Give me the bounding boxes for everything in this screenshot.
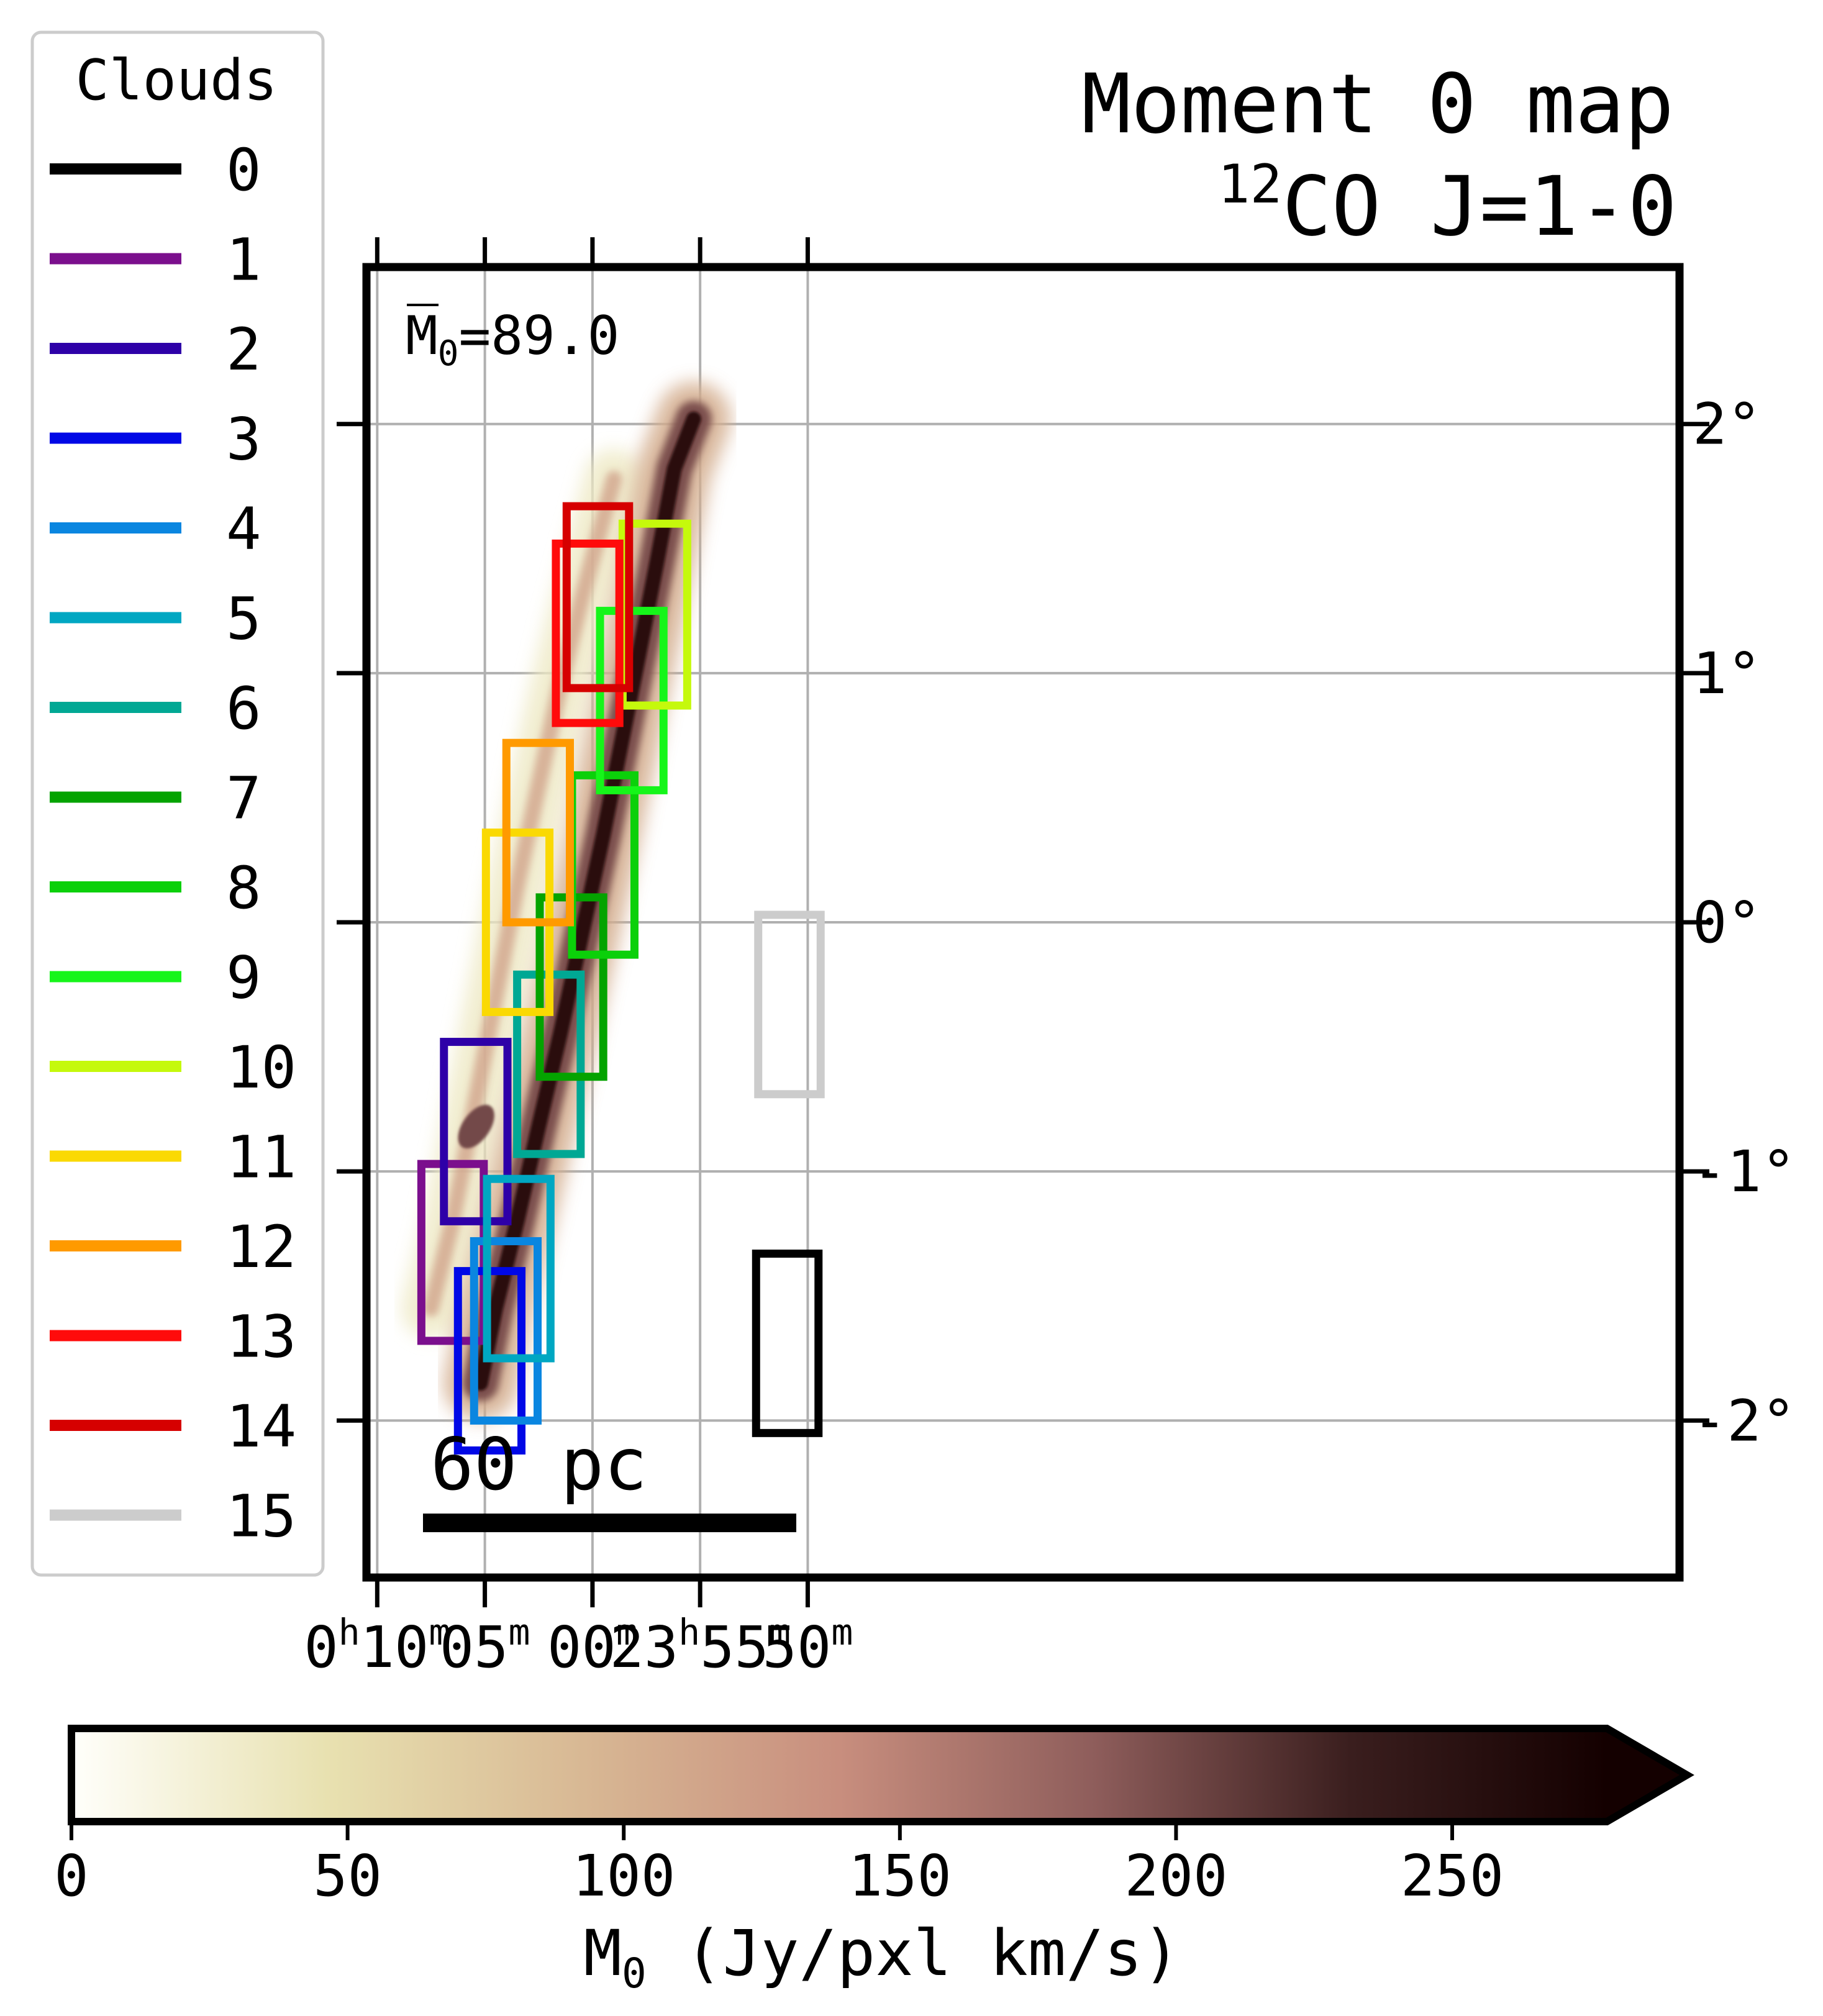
cloud-region-4	[470, 1237, 542, 1425]
legend-label-2: 2	[226, 316, 261, 384]
legend-label-11: 11	[226, 1124, 296, 1192]
legend-label-0: 0	[226, 137, 261, 204]
colorbar-extend-arrow	[1607, 1728, 1687, 1822]
colorbar-tick-label-1: 50	[313, 1843, 382, 1909]
colorbar-ticks: 0 50 100 150 200 250	[54, 1822, 1504, 1909]
legend-label-8: 8	[226, 855, 261, 922]
legend-box	[30, 30, 325, 1577]
x-tick-label-4: 50m	[763, 1611, 853, 1681]
chart-subtitle: 12CO J=1-0	[1218, 153, 1677, 255]
annotation-symbol: M	[406, 305, 438, 367]
cloud-regions	[417, 502, 825, 1455]
y-tick-label-4: -2°	[1693, 1387, 1796, 1454]
cloud-region-12	[502, 738, 574, 927]
cloud-region-15	[754, 910, 825, 1099]
cloud-region-5	[483, 1174, 555, 1363]
cloud-region-2	[440, 1038, 512, 1225]
cloud-region-14	[562, 502, 634, 692]
cloud-region-0	[752, 1250, 823, 1437]
legend-title: Clouds	[75, 48, 277, 113]
colorbar-label-units: (Jy/pxl km/s)	[647, 1917, 1181, 1991]
annotation-subscript: 0	[438, 334, 459, 374]
x-tick-label-0: 0h10m	[304, 1611, 450, 1681]
y-tick-label-1: 1°	[1693, 640, 1762, 707]
legend-label-12: 12	[226, 1214, 296, 1281]
y-axis-ticks: 2° 1° 0° -1° -2°	[337, 391, 1796, 1454]
y-tick-label-0: 2°	[1693, 391, 1762, 458]
colorbar: 0 50 100 150 200 250 M0 (Jy/pxl km/s)	[54, 1725, 1694, 1997]
legend-label-1: 1	[226, 227, 261, 294]
legend-label-10: 10	[226, 1034, 296, 1102]
scalebar-label: 60 pc	[430, 1423, 647, 1507]
x-tick-label-1: 05m	[440, 1611, 530, 1681]
legend-label-14: 14	[226, 1393, 296, 1461]
cloud-region-13	[552, 539, 624, 727]
mean-m0-annotation: M0=89.0	[406, 305, 619, 374]
colorbar-tick-label-5: 250	[1401, 1843, 1504, 1909]
subtitle-isotope: 12	[1218, 153, 1283, 216]
legend-label-13: 13	[226, 1304, 296, 1371]
colorbar-outline	[68, 1725, 1694, 1825]
emission-knot	[458, 1104, 494, 1149]
colorbar-label-subscript: 0	[622, 1950, 647, 1997]
legend-label-15: 15	[226, 1483, 296, 1551]
y-tick-label-3: -1°	[1693, 1138, 1796, 1205]
colorbar-gradient	[71, 1728, 1607, 1822]
colorbar-tick-label-3: 150	[848, 1843, 952, 1909]
x-tick-label-3: 23h55m	[609, 1611, 790, 1681]
chart-title: Moment 0 map	[1081, 57, 1674, 152]
main-filament-core	[473, 411, 701, 1391]
legend-label-3: 3	[226, 406, 261, 474]
legend-label-7: 7	[226, 765, 261, 833]
colorbar-tick-label-0: 0	[54, 1843, 88, 1909]
colorbar-label-symbol: M	[584, 1917, 622, 1991]
legend-label-5: 5	[226, 586, 261, 653]
colorbar-tick-label-4: 200	[1124, 1843, 1227, 1909]
y-tick-label-2: 0°	[1693, 889, 1762, 956]
colorbar-label: M0 (Jy/pxl km/s)	[584, 1917, 1181, 1997]
legend-label-9: 9	[226, 945, 261, 1012]
colorbar-tick-label-2: 100	[572, 1843, 675, 1909]
legend-label-6: 6	[226, 675, 261, 743]
annotation-value: =89.0	[459, 305, 620, 367]
x-tick-label-2: 00m	[547, 1611, 638, 1681]
legend-label-4: 4	[226, 496, 261, 563]
subtitle-text: CO J=1-0	[1282, 159, 1677, 255]
